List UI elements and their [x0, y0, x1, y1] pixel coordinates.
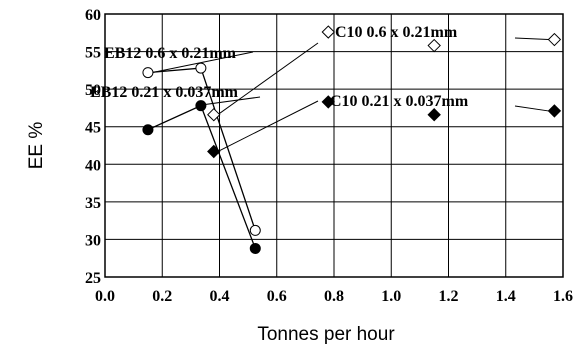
y-tick-label: 45	[85, 120, 101, 137]
y-tick-label: 25	[85, 270, 101, 287]
callout-line	[514, 105, 549, 112]
series-annotation: EB12 0.21 x 0.037mm	[90, 84, 239, 101]
x-tick-label: 0.0	[95, 288, 115, 305]
data-point	[207, 144, 221, 159]
annotations: EB12 0.6 x 0.21mm EB12 0.21 x 0.037mm C10 …	[90, 24, 469, 110]
y-tick-labels: 25 30 35 40 45 50 55 60	[85, 7, 101, 287]
series-annotation: C10 0.6 x 0.21mm	[335, 24, 458, 41]
x-tick-label: 1.6	[553, 288, 573, 305]
y-tick-label: 50	[85, 82, 101, 99]
x-tick-label: 1.2	[439, 288, 459, 305]
series-filled-circle	[142, 100, 261, 254]
x-tick-label: 1.4	[496, 288, 516, 305]
y-tick-label: 60	[85, 7, 101, 24]
y-tick-label: 40	[85, 157, 101, 174]
data-point	[321, 95, 335, 109]
data-point	[321, 25, 335, 39]
series-layer	[142, 25, 562, 254]
data-point	[249, 242, 261, 254]
series-filled-diamond	[207, 95, 562, 159]
x-tick-label: 0.2	[152, 288, 172, 305]
plot-frame	[104, 13, 564, 278]
series-open-circle	[142, 62, 261, 236]
y-tick-label: 55	[85, 45, 101, 62]
callout-line	[196, 96, 261, 107]
callout-lines	[151, 37, 549, 152]
x-tick-label: 0.6	[267, 288, 287, 305]
x-tick-label: 0.4	[210, 288, 230, 305]
data-point	[142, 67, 154, 79]
data-point	[207, 107, 221, 122]
callout-line	[514, 37, 549, 41]
data-point	[427, 107, 441, 122]
series-open-diamond	[207, 25, 562, 122]
data-point	[427, 38, 441, 53]
data-point	[195, 100, 207, 112]
x-tick-label: 1.0	[381, 288, 401, 305]
x-tick-labels: 0.0 0.2 0.4 0.6 0.8 1.0 1.2 1.4 1.6	[95, 288, 573, 305]
series-annotation: EB12 0.6 x 0.21mm	[104, 45, 237, 62]
y-axis-label: EE %	[26, 122, 47, 170]
data-point	[547, 32, 562, 47]
data-point	[547, 104, 562, 118]
series-annotation: C10 0.21 x 0.037mm	[330, 93, 469, 110]
x-tick-label: 0.8	[324, 288, 344, 305]
y-tick-label: 35	[85, 195, 101, 212]
x-axis-label: Tonnes per hour	[257, 324, 395, 345]
data-point	[142, 124, 154, 136]
callout-line	[217, 42, 319, 116]
data-point	[249, 224, 261, 236]
y-tick-label: 30	[85, 232, 101, 249]
data-point	[195, 62, 207, 74]
callout-line	[151, 51, 254, 74]
callout-line	[217, 100, 319, 152]
